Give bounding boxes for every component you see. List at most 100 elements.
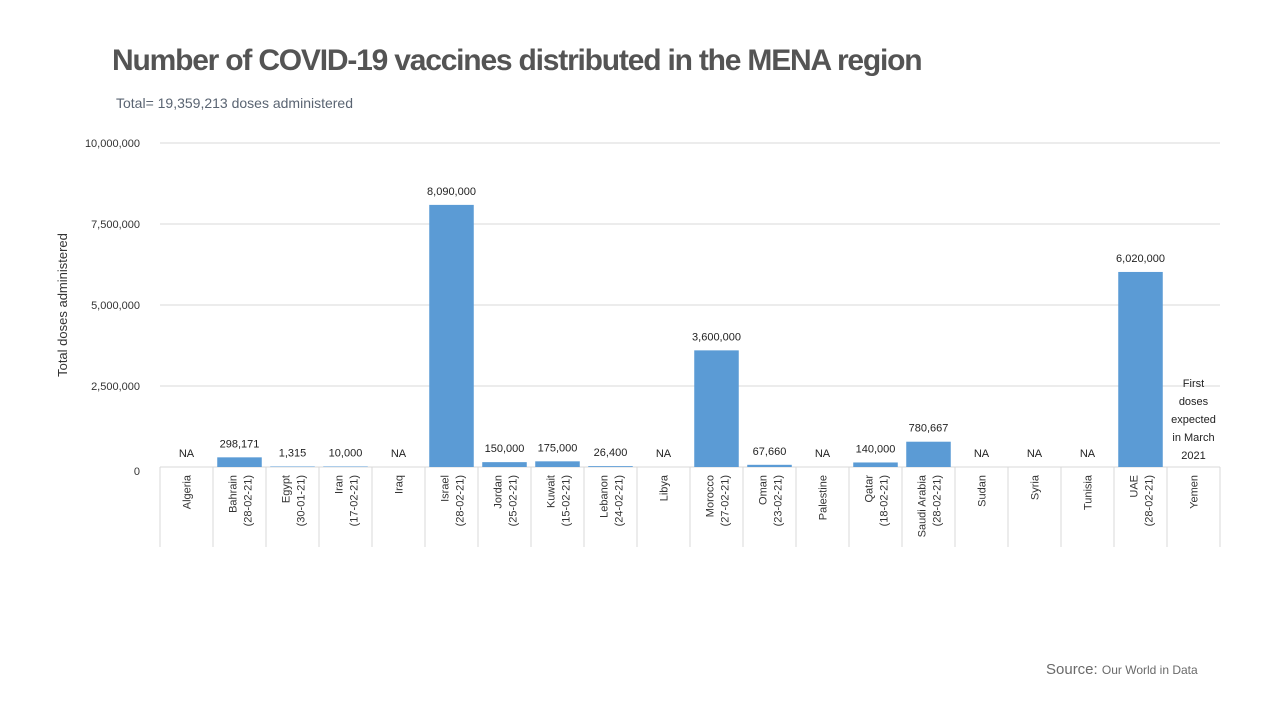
category-label: Israel (28-02-21) <box>440 475 467 526</box>
category-date: (18-02-21) <box>879 475 891 526</box>
data-label: 780,667 <box>909 423 949 435</box>
category-date: (23-02-21) <box>773 475 785 526</box>
gridlines <box>159 142 1221 547</box>
data-label: First doses expected in March 2021 <box>1171 378 1216 462</box>
category-name: Bahrain <box>228 475 240 513</box>
category-label: Saudi Arabia (28-02-21) <box>917 474 944 537</box>
data-label: 298,171 <box>220 438 260 450</box>
y-tick-label: 7,500,000 <box>91 219 140 231</box>
category-label: Qatar (18-02-21) <box>864 475 891 527</box>
category-name: Algeria <box>182 474 194 509</box>
category-date: (17-02-21) <box>349 475 361 526</box>
bar-bahrain <box>217 457 262 467</box>
category-date: (24-02-21) <box>614 475 626 526</box>
category-name: Lebanon <box>599 475 611 518</box>
bar-kuwait <box>535 461 580 467</box>
data-label: NA <box>391 448 407 460</box>
source-note: Source: Our World in Data <box>1046 661 1198 678</box>
category-date: (30-01-21) <box>296 475 308 526</box>
data-label: NA <box>1027 448 1043 460</box>
data-label: NA <box>1080 448 1096 460</box>
category-label: Iran (17-02-21) <box>334 475 361 526</box>
y-tick-label: 5,000,000 <box>91 300 140 312</box>
category-label: Egypt (30-01-21) <box>281 475 308 526</box>
data-label: 67,660 <box>753 446 787 458</box>
category-name: Iran <box>334 475 346 494</box>
data-label: 140,000 <box>856 443 896 455</box>
category-date: (28-02-21) <box>1144 475 1156 526</box>
category-date: (28-02-21) <box>932 475 944 526</box>
category-date: (25-02-21) <box>508 475 520 526</box>
category-name: Qatar <box>864 475 876 503</box>
category-name: Syria <box>1030 474 1042 500</box>
category-name: Egypt <box>281 475 293 503</box>
data-label: 1,315 <box>279 448 307 460</box>
category-name: Libya <box>659 474 671 501</box>
category-label: Iraq <box>394 475 406 494</box>
y-tick-label: 10,000,000 <box>85 138 140 150</box>
category-name: Oman <box>758 475 770 505</box>
bar-israel <box>429 204 474 467</box>
data-label: 6,020,000 <box>1116 253 1165 265</box>
category-label: UAE (28-02-21) <box>1129 475 1156 526</box>
y-axis-title: Total doses administered <box>55 233 70 377</box>
category-label: Algeria <box>182 474 194 509</box>
data-label: NA <box>974 448 990 460</box>
data-label: 8,090,000 <box>427 186 476 198</box>
category-name: Palestine <box>818 475 830 520</box>
data-label: 3,600,000 <box>692 331 741 343</box>
data-label: NA <box>656 448 672 460</box>
data-label: 150,000 <box>485 443 525 455</box>
bar-lebanon <box>588 466 633 467</box>
bars <box>217 204 1163 467</box>
category-name: Sudan <box>977 475 989 507</box>
category-name: Jordan <box>493 475 505 509</box>
category-label: Oman (23-02-21) <box>758 475 785 526</box>
category-name: Yemen <box>1189 475 1201 509</box>
category-date: (27-02-21) <box>720 475 732 526</box>
bar-morocco <box>694 350 739 467</box>
category-name: Saudi Arabia <box>917 474 929 537</box>
data-label: 10,000 <box>329 448 363 460</box>
category-label: Morocco (27-02-21) <box>705 475 732 526</box>
source-name: Our World in Data <box>1101 663 1198 677</box>
chart-subtitle: Total= 19,359,213 doses administered <box>116 95 353 111</box>
data-label: 26,400 <box>594 447 628 459</box>
category-label: Palestine <box>818 475 830 520</box>
data-labels: NA 298,171 1,315 10,000 NA 8,090,000 150,000 17… <box>179 186 1216 462</box>
category-label: Jordan (25-02-21) <box>493 475 520 526</box>
bar-jordan <box>482 462 527 467</box>
category-label: Tunisia <box>1083 474 1095 510</box>
category-date: (28-02-21) <box>243 475 255 526</box>
y-axis-ticks: 0 2,500,000 5,000,000 7,500,000 10,000,000 <box>85 138 140 478</box>
bar-egypt <box>270 466 315 467</box>
category-label: Lebanon (24-02-21) <box>599 475 626 526</box>
category-name: Tunisia <box>1083 474 1095 510</box>
category-name: UAE <box>1129 475 1141 498</box>
bar-qatar <box>853 462 898 467</box>
category-name: Iraq <box>394 475 406 494</box>
bar-uae <box>1118 271 1163 467</box>
y-tick-label: 2,500,000 <box>91 381 140 393</box>
x-axis-categories: Algeria Bahrain (28-02-21) Egypt (30-01-21) I… <box>182 474 1201 537</box>
category-label: Kuwait (15-02-21) <box>546 475 573 526</box>
category-date: (15-02-21) <box>561 475 573 526</box>
category-label: Bahrain (28-02-21) <box>228 475 255 526</box>
y-tick-label: 0 <box>134 466 140 478</box>
category-label: Syria <box>1030 474 1042 500</box>
bar-saudi-arabia <box>906 441 951 467</box>
bar-oman <box>747 464 792 467</box>
bar-iran <box>323 466 368 467</box>
category-date: (28-02-21) <box>455 475 467 526</box>
data-label: 175,000 <box>538 442 578 454</box>
category-name: Kuwait <box>546 475 558 508</box>
category-label: Libya <box>659 474 671 501</box>
category-label: Sudan <box>977 475 989 507</box>
data-label: NA <box>815 448 831 460</box>
category-label: Yemen <box>1189 475 1201 509</box>
category-name: Israel <box>440 475 452 502</box>
data-label: NA <box>179 448 195 460</box>
category-name: Morocco <box>705 475 717 517</box>
source-label: Source: <box>1046 661 1098 678</box>
